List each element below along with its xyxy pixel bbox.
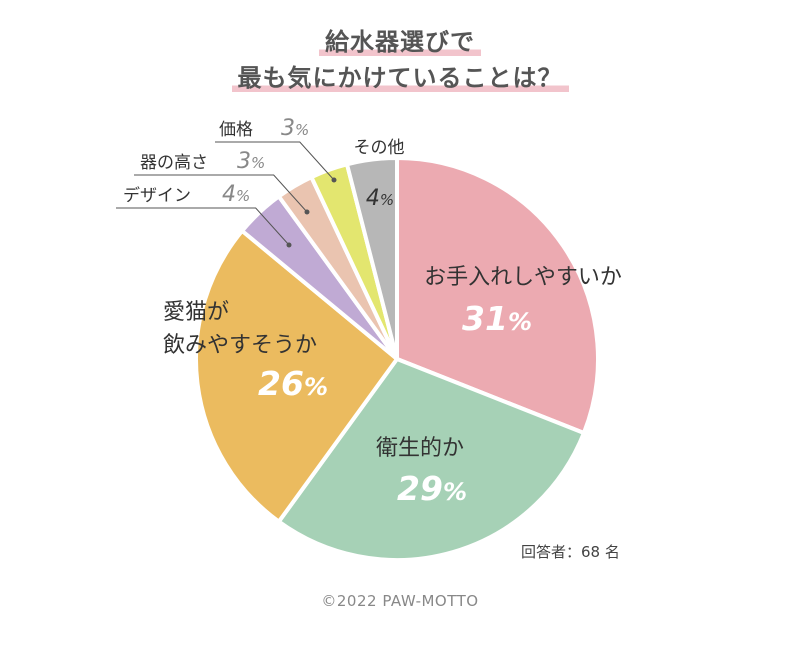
slice-label-5: 価格 [219, 120, 253, 140]
slice-label-2-line1: 愛猫が [163, 300, 229, 325]
chart-title-line-2: 最も気にかけていることは？ [0, 58, 800, 95]
slice-percent-0: 31% [462, 299, 532, 338]
slice-label-0: お手入れしやすいか [424, 265, 622, 290]
pie-slice-2 [194, 228, 399, 524]
slice-percent-5: 3% [281, 116, 309, 141]
leader-dot-5 [331, 177, 337, 183]
slice-percent-4: 3% [237, 149, 265, 174]
chart-title-line-1: 給水器選びで [0, 22, 800, 59]
slice-percent-1: 29% [397, 469, 467, 508]
leader-dot-3 [286, 242, 292, 248]
pie-slice-0 [395, 156, 600, 435]
leader-line-4 [134, 174, 308, 213]
slice-percent-3: 4% [222, 182, 250, 207]
leader-line-5 [215, 141, 335, 181]
slice-label-3: デザイン [123, 185, 191, 206]
copyright: ©2022 PAW-MOTTO [321, 592, 479, 610]
slice-label-4: 器の高さ [140, 153, 208, 173]
leader-line-3 [116, 207, 290, 246]
pie-slice-1 [276, 357, 586, 562]
slice-percent-6: 4% [366, 186, 394, 211]
respondent-count: 回答者：68 名 [521, 543, 620, 561]
slice-label-1: 衛生的か [376, 436, 464, 461]
pie-slice-6 [345, 156, 399, 361]
slice-label-2-line2: 飲みやすそうか [163, 333, 317, 358]
leader-dot-4 [304, 209, 310, 215]
slice-label-6: その他 [354, 138, 405, 158]
slice-percent-2: 26% [258, 364, 328, 403]
